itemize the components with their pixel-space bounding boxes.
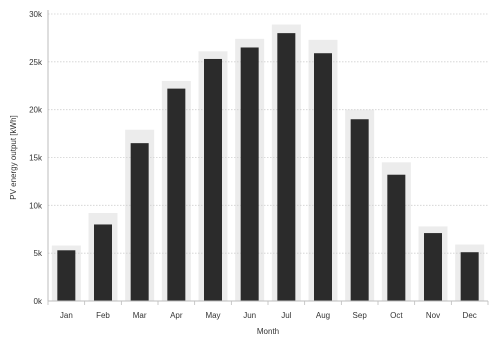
y-tick-label: 5k (34, 249, 43, 258)
y-tick-labels: 0k 5k 10k 15k 20k 25k 30k (29, 10, 43, 306)
bar-feb (94, 224, 112, 301)
x-tick-label: Feb (96, 311, 110, 320)
axes (47, 10, 489, 305)
bar-oct (387, 174, 406, 301)
bar-may (204, 58, 222, 301)
y-axis-title: PV energy output [kWh] (9, 115, 18, 200)
x-tick-label: Apr (170, 311, 183, 320)
bar-apr (167, 88, 186, 302)
bar-jun (240, 47, 259, 301)
y-tick-label: 0k (34, 297, 43, 306)
bar-sep (350, 119, 369, 301)
y-tick-label: 30k (29, 10, 43, 19)
x-tick-label: Jan (60, 311, 73, 320)
bar-jul (277, 33, 296, 302)
x-tick-label: Nov (426, 311, 440, 320)
x-tick-label: May (205, 311, 220, 320)
x-tick-label: Jul (281, 311, 291, 320)
x-tick-label: Dec (463, 311, 477, 320)
x-tick-label: Sep (353, 311, 368, 320)
bars (57, 33, 479, 302)
bar-aug (314, 53, 332, 302)
bar-mar (130, 143, 149, 301)
bar-jan (57, 250, 76, 301)
y-tick-label: 15k (29, 154, 43, 163)
y-tick-label: 10k (29, 201, 43, 210)
x-tick-labels: Jan Feb Mar Apr May Jun Jul Aug Sep Oct Nov Dec (60, 311, 477, 320)
bar-dec (460, 252, 479, 301)
x-tick-label: Jun (243, 311, 256, 320)
x-tick-label: Mar (133, 311, 147, 320)
x-tick-label: Aug (316, 311, 330, 320)
bar-nov (424, 233, 442, 301)
background-bars (51, 24, 485, 302)
gridlines (48, 13, 488, 254)
y-tick-label: 20k (29, 106, 43, 115)
x-tick-label: Oct (390, 311, 403, 320)
x-axis-title: Month (257, 327, 279, 336)
y-tick-label: 25k (29, 58, 43, 67)
